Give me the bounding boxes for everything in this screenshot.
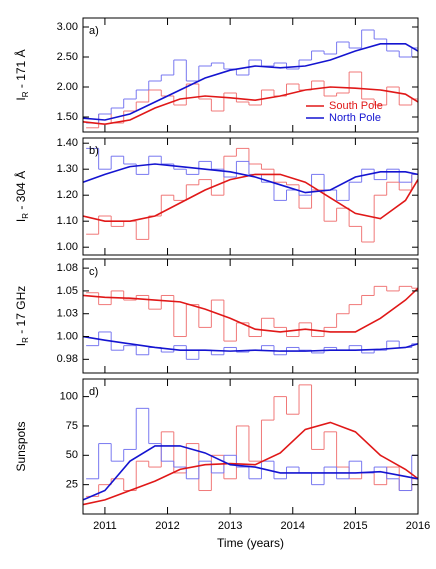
frame — [82, 17, 419, 133]
y-tick-label: 1.00 — [57, 330, 78, 342]
y-tick-label: 1.50 — [57, 111, 78, 123]
panel-label: d) — [89, 386, 99, 398]
y-tick-label: 25 — [66, 479, 78, 491]
y-tick-label: 1.05 — [57, 285, 78, 297]
panel-label: a) — [89, 25, 99, 37]
x-tick-label: 2013 — [218, 520, 242, 532]
y-axis-label-part: R — [21, 91, 30, 97]
frame — [82, 137, 419, 256]
y-axis-label: IR - 17 GHz — [14, 286, 30, 346]
y-tick-label: 2.50 — [57, 51, 78, 63]
legend-label: North Pole — [329, 112, 381, 124]
panel-label: b) — [89, 145, 99, 157]
x-tick-label: 2012 — [155, 520, 179, 532]
frame — [82, 258, 419, 374]
smooth-line — [83, 43, 418, 121]
legend-label: South Pole — [329, 100, 383, 112]
y-tick-label: 50 — [66, 449, 78, 461]
y-axis-label: IR - 171 Å — [13, 49, 30, 100]
y-tick-label: 75 — [66, 420, 78, 432]
smooth-line — [83, 163, 418, 194]
y-tick-label: 1.20 — [57, 189, 78, 201]
y-tick-label: 0.98 — [57, 353, 78, 365]
smooth-line — [83, 173, 418, 222]
y-axis-label-part: - 17 GHz — [14, 286, 28, 337]
smooth-line — [83, 445, 418, 501]
y-tick-label: 1.40 — [57, 137, 78, 149]
y-axis-label-part: I — [14, 219, 28, 222]
smooth-line — [83, 287, 418, 333]
y-tick-label: 100 — [60, 391, 78, 403]
plot-area — [83, 147, 418, 243]
x-tick-label: 2014 — [281, 520, 305, 532]
y-axis-label-part: - 171 Å — [13, 49, 28, 91]
y-axis-label-part: R — [21, 213, 30, 219]
y-axis-label-part: Sunspots — [14, 421, 28, 471]
y-axis-label: IR - 304 Å — [13, 171, 30, 222]
x-axis-label: Time (years) — [217, 536, 284, 550]
y-tick-label: 1.10 — [57, 215, 78, 227]
y-axis-label-part: R — [21, 337, 30, 343]
frame — [82, 378, 419, 515]
smooth-line — [83, 421, 418, 506]
y-tick-label: 1.30 — [57, 163, 78, 175]
y-tick-label: 2.00 — [57, 81, 78, 93]
y-tick-label: 1.03 — [57, 308, 78, 320]
y-tick-label: 1.00 — [57, 241, 78, 253]
plot-area — [83, 29, 418, 129]
y-axis-label: Sunspots — [14, 421, 28, 471]
y-axis-label-part: I — [14, 343, 28, 346]
x-tick-label: 2015 — [343, 520, 367, 532]
smooth-line — [83, 86, 418, 126]
y-axis-label-part: I — [14, 97, 28, 100]
y-tick-label: 3.00 — [57, 21, 78, 33]
y-tick-label: 1.08 — [57, 262, 78, 274]
y-axis-label-part: - 304 Å — [13, 171, 28, 213]
plot-area — [83, 384, 418, 506]
x-tick-label: 2011 — [93, 520, 117, 532]
smooth-line — [83, 335, 418, 352]
panel-label: c) — [89, 266, 98, 278]
plot-area — [83, 285, 418, 360]
x-tick-label: 2016 — [406, 520, 430, 532]
